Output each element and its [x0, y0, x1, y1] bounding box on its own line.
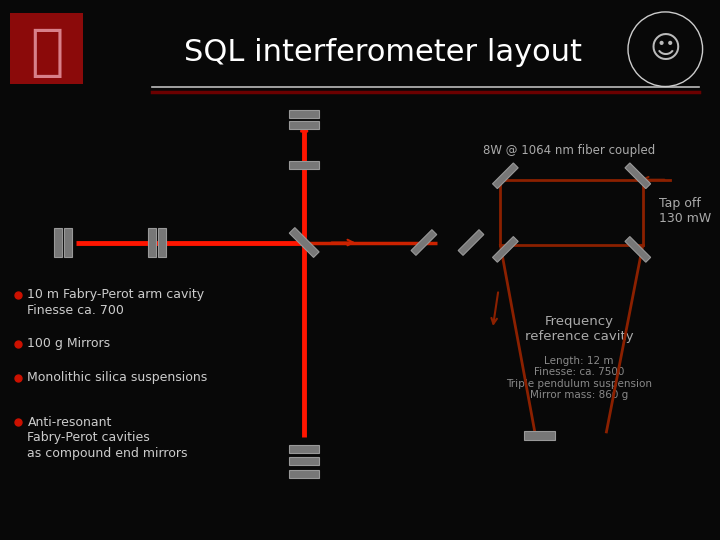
Text: ℊ: ℊ	[30, 25, 64, 79]
Bar	[289, 161, 319, 169]
Bar	[289, 470, 319, 478]
Text: Length: 12 m
Finesse: ca. 7500
Triple pendulum suspension
Mirror mass: 860 g: Length: 12 m Finesse: ca. 7500 Triple pe…	[506, 355, 652, 400]
Polygon shape	[458, 230, 484, 255]
Text: as compound end mirrors: as compound end mirrors	[27, 447, 188, 460]
Bar	[10, 13, 84, 84]
Bar	[289, 457, 319, 465]
Text: Monolithic silica suspensions: Monolithic silica suspensions	[27, 372, 208, 384]
Bar	[54, 228, 62, 257]
Text: Finesse ca. 700: Finesse ca. 700	[27, 303, 125, 317]
Text: 100 g Mirrors: 100 g Mirrors	[27, 337, 111, 350]
Text: Anti-resonant: Anti-resonant	[27, 416, 112, 429]
Polygon shape	[289, 227, 319, 258]
Polygon shape	[625, 163, 651, 188]
Polygon shape	[625, 237, 651, 262]
Bar	[148, 228, 156, 257]
Text: 8W @ 1064 nm fiber coupled: 8W @ 1064 nm fiber coupled	[483, 144, 655, 157]
Polygon shape	[411, 230, 437, 255]
Bar	[289, 444, 319, 453]
Polygon shape	[492, 237, 518, 262]
Text: SQL interferometer layout: SQL interferometer layout	[184, 38, 582, 66]
Bar	[289, 121, 319, 129]
Text: 10 m Fabry-Perot arm cavity: 10 m Fabry-Perot arm cavity	[27, 288, 204, 301]
Text: Tap off
130 mW: Tap off 130 mW	[660, 197, 711, 225]
Bar	[289, 110, 319, 118]
Bar	[524, 431, 555, 440]
Text: ☺: ☺	[649, 35, 681, 64]
Text: Fabry-Perot cavities: Fabry-Perot cavities	[27, 431, 150, 444]
Bar	[158, 228, 166, 257]
Polygon shape	[492, 163, 518, 188]
Bar	[64, 228, 71, 257]
Text: Frequency
reference cavity: Frequency reference cavity	[525, 315, 634, 343]
